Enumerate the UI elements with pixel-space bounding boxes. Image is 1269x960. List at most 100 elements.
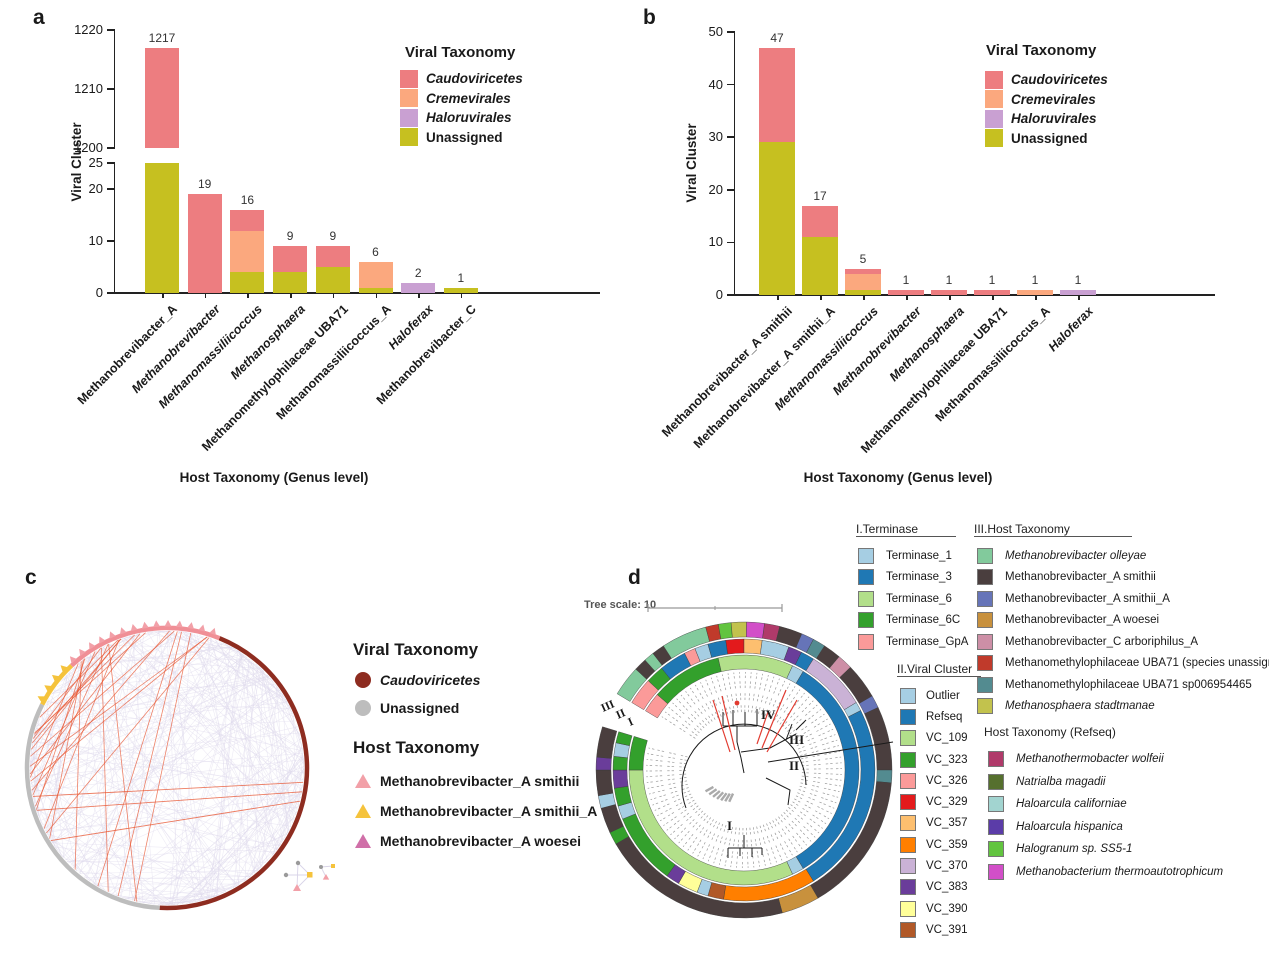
chord-edge bbox=[243, 744, 303, 882]
chord-edge bbox=[30, 724, 38, 757]
leaf-tick bbox=[702, 853, 706, 860]
chord-edge bbox=[149, 758, 304, 905]
leaf-tick bbox=[754, 681, 757, 689]
ring-label: III bbox=[599, 698, 617, 715]
chord-edge bbox=[169, 633, 193, 905]
leaf-tick bbox=[735, 693, 738, 701]
leaf-tick bbox=[713, 698, 717, 706]
leaf-tick bbox=[656, 754, 664, 757]
leaf-tick bbox=[725, 707, 729, 715]
bar-value-label: 5 bbox=[859, 251, 867, 266]
leaf-tick bbox=[670, 830, 676, 836]
leaf-tick bbox=[692, 848, 697, 854]
leaf-tick bbox=[828, 805, 835, 809]
x-axis-tick bbox=[992, 295, 994, 300]
leaf-tick bbox=[724, 837, 727, 845]
chord-edge bbox=[30, 756, 278, 850]
legend-label: Methanobacterium thermoautotrophicum bbox=[1016, 865, 1224, 878]
leaf-tick bbox=[803, 729, 810, 734]
chord-edge bbox=[207, 637, 240, 885]
legend-label: Cremevirales bbox=[426, 90, 511, 106]
leaf-tick bbox=[667, 761, 675, 763]
legend-label: Caudoviricetes bbox=[380, 672, 481, 688]
chord-edge-highlight bbox=[32, 638, 122, 744]
leaf-tick bbox=[769, 821, 774, 829]
y-axis-tick bbox=[107, 240, 115, 242]
chord-edge bbox=[176, 789, 303, 905]
bar-segment bbox=[401, 282, 436, 293]
legend-item: Methanobrevibacter olleyae bbox=[977, 545, 1269, 567]
collapsed-branch bbox=[712, 790, 721, 798]
chord-edge bbox=[35, 631, 180, 807]
ring-segment bbox=[718, 622, 733, 640]
leaf-tick bbox=[805, 733, 813, 738]
panel-c-host-legend: Methanobrevibacter_A smithii Methanobrevi… bbox=[355, 766, 597, 856]
leaf-tick bbox=[752, 693, 755, 701]
panel-a-bar-chart: 1200 1210 1220 0 10 20 25 1217 Methanobrevibacte… bbox=[0, 0, 640, 500]
chord-edge-highlight bbox=[108, 644, 138, 902]
highlight-branch bbox=[761, 689, 787, 749]
legend-item: Methanobrevibacter_A woesei bbox=[355, 826, 597, 856]
square-swatch-icon bbox=[988, 751, 1004, 768]
leaf-tick bbox=[738, 827, 740, 835]
legend-item: Methanobrevibacter_A smithii bbox=[355, 766, 597, 796]
bar-segment bbox=[974, 289, 1010, 295]
leaf-tick bbox=[814, 810, 822, 815]
rim-arc-unassigned bbox=[24, 703, 160, 911]
leaf-tick bbox=[810, 746, 818, 749]
leaf-tick bbox=[677, 805, 685, 811]
leaf-tick bbox=[793, 846, 798, 853]
chord-edge bbox=[102, 646, 295, 820]
leaf-tick bbox=[717, 697, 721, 705]
leaf-tick bbox=[826, 810, 832, 814]
mini-node-triangle bbox=[293, 884, 301, 891]
chord-edge bbox=[85, 633, 193, 879]
bar-segment bbox=[358, 261, 393, 288]
legend-item: VC_323 bbox=[900, 749, 968, 770]
host-triangle-marker bbox=[60, 665, 68, 673]
leaf-tick bbox=[773, 686, 777, 694]
chord-edge bbox=[62, 633, 140, 858]
chord-edge bbox=[44, 654, 245, 830]
leaf-tick bbox=[662, 803, 670, 808]
y-tick-label: 40 bbox=[708, 76, 723, 92]
x-axis-line bbox=[115, 292, 600, 294]
chord-edge bbox=[31, 789, 36, 806]
leaf-tick bbox=[752, 861, 755, 868]
x-axis-tick bbox=[247, 293, 249, 298]
bar-value-label: 19 bbox=[198, 177, 212, 192]
legend-label: Refseq bbox=[926, 710, 963, 723]
chord-edge bbox=[147, 631, 153, 633]
leaf-tick bbox=[757, 694, 760, 702]
chord-edge bbox=[128, 636, 290, 831]
legend-item: Refseq bbox=[900, 706, 968, 727]
host-triangle-marker bbox=[119, 627, 127, 635]
chord-edge bbox=[46, 701, 136, 902]
bar-segment bbox=[315, 246, 350, 267]
legend-label: Methanobrevibacter olleyae bbox=[1005, 549, 1147, 562]
leaf-tick bbox=[676, 698, 682, 704]
leaf-tick bbox=[727, 826, 730, 833]
chord-edge bbox=[30, 655, 247, 785]
bar-segment bbox=[845, 289, 881, 295]
leaf-tick bbox=[700, 682, 704, 688]
tree-branch bbox=[727, 835, 763, 858]
leaf-tick bbox=[709, 819, 714, 826]
y-tick-label: 25 bbox=[88, 155, 103, 170]
legend-host-refseq-title: Host Taxonomy (Refseq) bbox=[984, 725, 1116, 739]
leaf-tick bbox=[711, 713, 716, 720]
leaf-tick bbox=[790, 696, 796, 703]
square-swatch-icon bbox=[900, 879, 916, 896]
y-axis-tick bbox=[107, 292, 115, 294]
bar-value-label: 2 bbox=[414, 265, 422, 280]
chord-edge-highlight bbox=[29, 636, 208, 767]
chord-edge bbox=[261, 686, 278, 867]
leaf-tick bbox=[692, 805, 699, 811]
chord-edge-highlight bbox=[46, 637, 210, 834]
leaf-tick bbox=[652, 802, 659, 806]
leaf-tick bbox=[751, 705, 753, 713]
chord-edge-highlight bbox=[32, 651, 96, 796]
bar-segment bbox=[1060, 289, 1096, 295]
square-swatch-icon bbox=[400, 89, 418, 108]
chord-edge bbox=[275, 684, 302, 740]
